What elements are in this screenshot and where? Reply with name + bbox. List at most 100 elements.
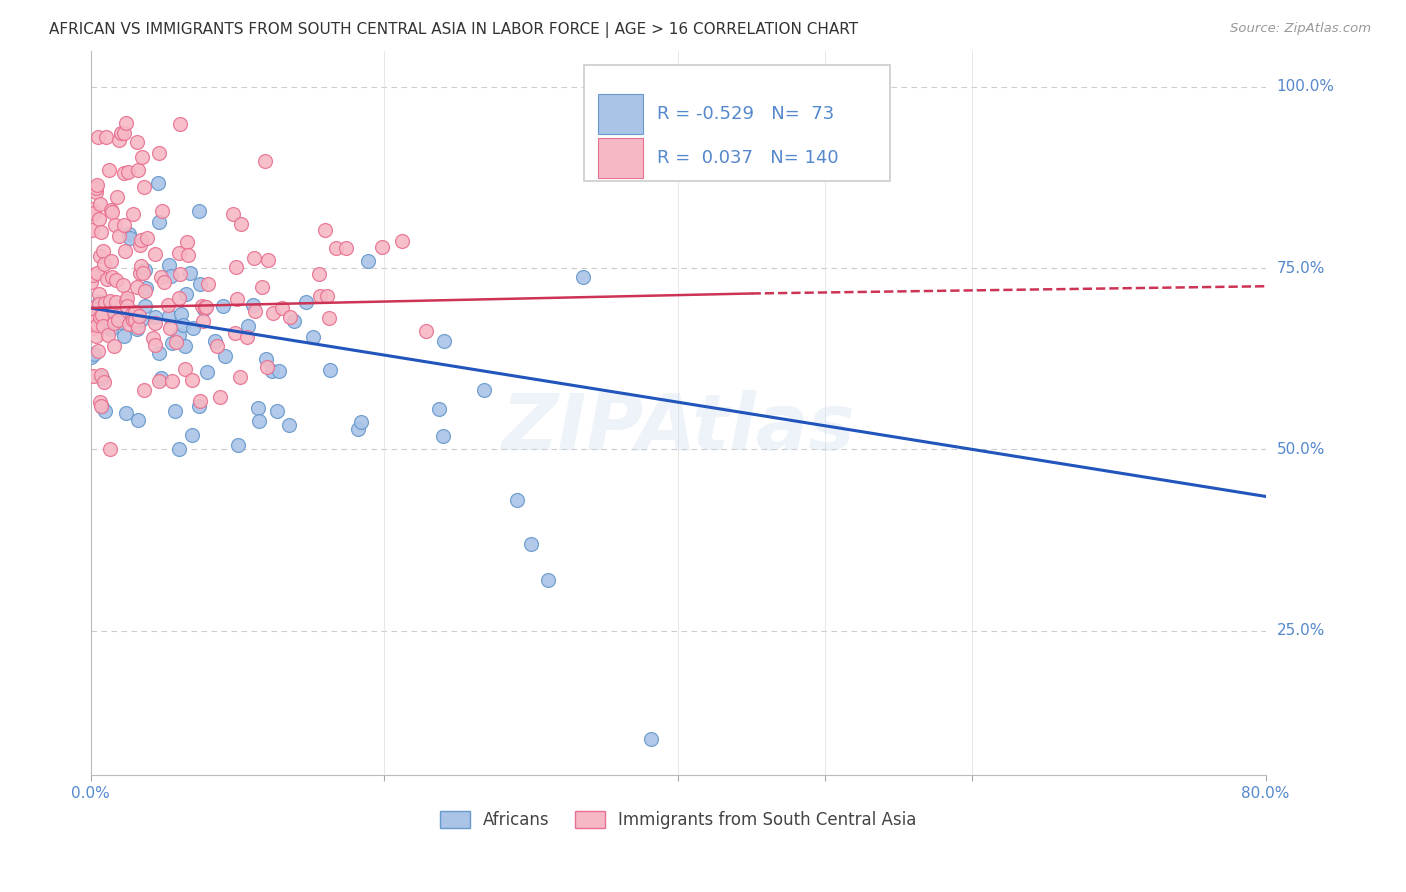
Point bbox=[100, 254, 122, 268]
Point bbox=[108, 315, 131, 329]
Point bbox=[415, 324, 437, 338]
Point bbox=[89, 310, 111, 324]
Point bbox=[294, 295, 316, 310]
Point bbox=[257, 253, 280, 268]
Point bbox=[319, 362, 342, 376]
Point bbox=[197, 277, 219, 292]
Text: R = -0.529   N=  73: R = -0.529 N= 73 bbox=[657, 105, 834, 123]
Point bbox=[169, 268, 191, 282]
Point bbox=[114, 244, 136, 258]
Point bbox=[91, 371, 114, 385]
Point bbox=[100, 305, 122, 319]
Point bbox=[112, 219, 135, 233]
Point bbox=[90, 368, 112, 382]
Point bbox=[93, 375, 115, 389]
Point bbox=[247, 414, 270, 428]
Point bbox=[308, 267, 330, 281]
Point bbox=[211, 299, 233, 313]
Point bbox=[84, 185, 107, 199]
Point bbox=[167, 246, 190, 260]
Point bbox=[91, 309, 114, 323]
Point bbox=[142, 331, 165, 345]
Point bbox=[83, 320, 105, 334]
Point bbox=[537, 573, 560, 587]
Point bbox=[103, 317, 125, 331]
Point bbox=[91, 319, 114, 334]
Point bbox=[117, 165, 139, 179]
Point bbox=[132, 266, 155, 280]
Point bbox=[335, 241, 357, 255]
Point bbox=[100, 322, 122, 336]
Point bbox=[165, 404, 187, 418]
Point bbox=[100, 205, 122, 219]
Point bbox=[224, 326, 246, 341]
Point bbox=[82, 268, 104, 283]
Point bbox=[118, 227, 141, 241]
Point bbox=[80, 223, 103, 237]
Point bbox=[96, 271, 118, 285]
Point bbox=[143, 337, 166, 351]
Point bbox=[121, 307, 143, 321]
Point bbox=[84, 181, 107, 195]
Point bbox=[318, 311, 340, 326]
Point bbox=[98, 163, 121, 178]
Point bbox=[309, 289, 332, 303]
Point bbox=[94, 295, 117, 310]
Point bbox=[391, 235, 413, 249]
Point bbox=[143, 310, 166, 325]
Point bbox=[82, 369, 104, 384]
Point bbox=[181, 374, 204, 388]
Point bbox=[97, 328, 120, 343]
Point bbox=[283, 314, 305, 328]
Point bbox=[160, 268, 183, 283]
Point bbox=[135, 281, 157, 295]
Point bbox=[262, 364, 284, 378]
Point bbox=[103, 338, 125, 352]
Point bbox=[256, 359, 278, 374]
Point bbox=[84, 329, 107, 343]
Point bbox=[114, 116, 136, 130]
Point bbox=[148, 346, 170, 360]
Point bbox=[229, 369, 252, 384]
Point bbox=[87, 343, 110, 358]
Point bbox=[269, 364, 291, 378]
Point bbox=[89, 197, 111, 211]
Point bbox=[134, 263, 156, 277]
Point bbox=[208, 390, 231, 404]
Point bbox=[131, 150, 153, 164]
Point bbox=[506, 493, 529, 508]
Point bbox=[128, 238, 150, 252]
Point bbox=[432, 429, 454, 443]
Point bbox=[80, 301, 103, 315]
Point bbox=[572, 269, 595, 284]
Point bbox=[87, 294, 110, 309]
Point bbox=[107, 229, 129, 244]
Point bbox=[80, 275, 103, 289]
Point bbox=[520, 536, 543, 550]
Point bbox=[266, 403, 288, 417]
Point bbox=[243, 252, 266, 266]
Point bbox=[188, 394, 211, 409]
Point bbox=[278, 417, 301, 432]
Point bbox=[132, 383, 155, 397]
Text: R =  0.037   N= 140: R = 0.037 N= 140 bbox=[657, 149, 838, 167]
Point bbox=[108, 133, 131, 147]
Point bbox=[236, 329, 259, 343]
Point bbox=[80, 350, 103, 364]
Point bbox=[104, 295, 127, 310]
Text: Source: ZipAtlas.com: Source: ZipAtlas.com bbox=[1230, 22, 1371, 36]
Point bbox=[90, 370, 112, 384]
Bar bbox=[598, 95, 643, 134]
Point bbox=[245, 304, 267, 318]
Point bbox=[111, 277, 134, 292]
Point bbox=[195, 300, 218, 314]
Point bbox=[150, 270, 173, 285]
Point bbox=[80, 307, 103, 321]
Point bbox=[242, 298, 264, 312]
Point bbox=[128, 309, 150, 323]
Text: ZIPAtlas: ZIPAtlas bbox=[502, 390, 855, 466]
Point bbox=[193, 302, 215, 317]
Point bbox=[214, 349, 236, 363]
Point bbox=[188, 204, 211, 219]
Point bbox=[254, 154, 277, 169]
